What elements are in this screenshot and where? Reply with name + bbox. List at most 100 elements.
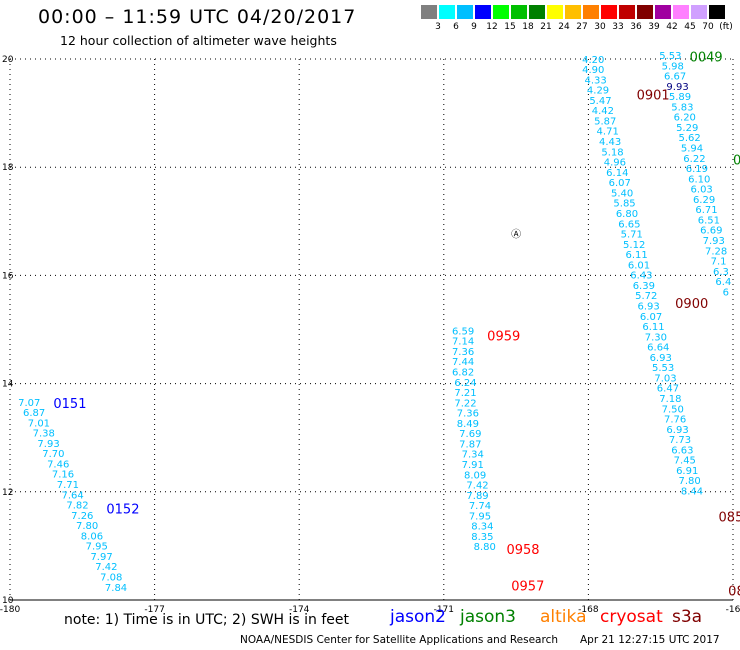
swh-value: 6.59 bbox=[452, 326, 474, 337]
location-symbol: Ⓐ bbox=[511, 229, 521, 241]
x-tick-label: -180 bbox=[0, 605, 20, 615]
swh-value: 7.08 bbox=[100, 573, 122, 584]
pass-time-label: 0958 bbox=[506, 543, 539, 558]
swh-value: 4.42 bbox=[592, 106, 614, 117]
y-tick-label: 10 bbox=[2, 596, 14, 606]
legend-swatch bbox=[709, 5, 725, 19]
legend-label: 70 bbox=[702, 22, 714, 32]
swh-value: 4.33 bbox=[584, 75, 606, 86]
satellite-cryosat: cryosat bbox=[600, 607, 663, 627]
x-tick-label: -171 bbox=[434, 605, 454, 615]
swh-value: 6.01 bbox=[628, 260, 650, 271]
swh-value: 5.89 bbox=[669, 92, 691, 103]
swh-value: 7.93 bbox=[37, 439, 59, 450]
legend-swatch bbox=[673, 5, 689, 19]
legend-label: 30 bbox=[594, 22, 606, 32]
swh-value: 5.12 bbox=[623, 240, 645, 251]
swh-value: 6.65 bbox=[618, 219, 640, 230]
swh-value: 7.16 bbox=[52, 470, 74, 481]
swh-value: 6.10 bbox=[688, 174, 710, 185]
swh-value: 7.87 bbox=[459, 439, 481, 450]
swh-value: 6.43 bbox=[630, 271, 652, 282]
swh-value: 7.26 bbox=[71, 511, 93, 522]
legend-swatch bbox=[619, 5, 635, 19]
swh-value: 4.29 bbox=[587, 86, 609, 97]
legend-swatch bbox=[493, 5, 509, 19]
swh-value: 7.97 bbox=[90, 552, 112, 563]
swh-value: 4.90 bbox=[582, 65, 604, 76]
pass-time-label: 0151 bbox=[53, 397, 86, 412]
pass-time-label: 085 bbox=[728, 585, 740, 600]
legend-swatch bbox=[691, 5, 707, 19]
swh-value: 7.1 bbox=[711, 257, 727, 268]
swh-value: 4.43 bbox=[599, 137, 621, 148]
satellite-altika: altika bbox=[540, 607, 587, 627]
legend-swatch bbox=[637, 5, 653, 19]
pass-time-label: 0152 bbox=[106, 502, 139, 517]
swh-value: 7.89 bbox=[466, 491, 488, 502]
swh-value: 7.80 bbox=[678, 476, 700, 487]
swh-value: 7.64 bbox=[62, 490, 84, 501]
legend-swatch bbox=[421, 5, 437, 19]
x-tick-label: -174 bbox=[289, 605, 310, 615]
legend-swatch bbox=[439, 5, 455, 19]
swh-value: 6.80 bbox=[616, 209, 638, 220]
swh-value: 7.36 bbox=[452, 347, 474, 358]
swh-value: 6.24 bbox=[454, 378, 476, 389]
swh-value: 6.71 bbox=[695, 205, 717, 216]
swh-value: 5.62 bbox=[678, 133, 700, 144]
swh-value: 7.70 bbox=[42, 449, 64, 460]
legend-swatch bbox=[475, 5, 491, 19]
swh-value: 7.44 bbox=[452, 357, 474, 368]
swh-value: 7.01 bbox=[28, 418, 50, 429]
swh-value: 5.18 bbox=[601, 147, 623, 158]
swh-value: 7.07 bbox=[18, 398, 40, 409]
swh-value: 4.96 bbox=[604, 158, 626, 169]
swh-value: 7.74 bbox=[469, 501, 491, 512]
y-tick-label: 20 bbox=[2, 55, 14, 65]
swh-value: 6.4 bbox=[715, 277, 731, 288]
swh-value: 7.71 bbox=[57, 480, 79, 491]
legend-label: 24 bbox=[558, 22, 570, 32]
swh-value: 7.46 bbox=[47, 459, 69, 470]
swh-value: 7.28 bbox=[705, 246, 727, 257]
swh-value: 5.98 bbox=[662, 61, 684, 72]
legend-label: 45 bbox=[684, 22, 696, 32]
legend-label: 42 bbox=[666, 22, 678, 32]
swh-value: 6.22 bbox=[683, 154, 705, 165]
swh-value: 7.42 bbox=[95, 562, 117, 573]
legend-label: 3 bbox=[435, 22, 441, 32]
legend-label: 18 bbox=[522, 22, 534, 32]
swh-value: 5.47 bbox=[589, 96, 611, 107]
legend-swatch bbox=[529, 5, 545, 19]
swh-value: 9.93 bbox=[666, 82, 688, 93]
y-tick-label: 16 bbox=[2, 271, 14, 281]
swh-value: 6.63 bbox=[671, 445, 693, 456]
swh-value: 8.06 bbox=[81, 531, 103, 542]
pass-time-label: 0957 bbox=[511, 579, 544, 594]
swh-value: 8.80 bbox=[474, 542, 496, 553]
swh-value: 6.93 bbox=[650, 353, 672, 364]
color-legend: 3 6 9 12 15 18 21 24 27 30 33 36 39 42 45 70 (ft) bbox=[421, 5, 733, 35]
swh-value: 6.82 bbox=[452, 367, 474, 378]
swh-value: 7.45 bbox=[674, 456, 696, 467]
legend-swatch bbox=[601, 5, 617, 19]
swh-value: 6.69 bbox=[700, 226, 722, 237]
swh-value: 8.49 bbox=[457, 419, 479, 430]
swh-value: 8.09 bbox=[464, 470, 486, 481]
legend-label: 21 bbox=[540, 22, 552, 32]
swh-value: 6.14 bbox=[606, 168, 628, 179]
chart-title: 00:00 – 11:59 UTC 04/20/2017 bbox=[38, 6, 357, 28]
x-tick-label: -16 bbox=[726, 605, 740, 615]
footer-center-name: NOAA/NESDIS Center for Satellite Applica… bbox=[240, 634, 558, 646]
swh-value: 6.47 bbox=[657, 384, 679, 395]
swh-value: 7.80 bbox=[76, 521, 98, 532]
y-tick-label: 12 bbox=[2, 488, 13, 498]
swh-value: 5.40 bbox=[611, 188, 633, 199]
swh-value: 6.07 bbox=[609, 178, 631, 189]
swh-value: 7.95 bbox=[86, 542, 108, 553]
legend-label: 15 bbox=[504, 22, 516, 32]
swh-value: 7.82 bbox=[66, 501, 88, 512]
legend-swatch bbox=[547, 5, 563, 19]
